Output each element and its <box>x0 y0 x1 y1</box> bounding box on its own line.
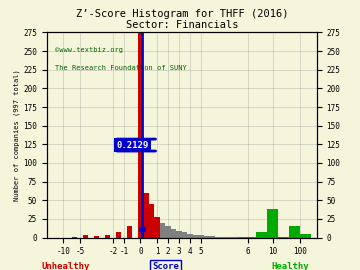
Bar <box>127 227 132 238</box>
Bar <box>176 231 182 238</box>
Bar <box>94 236 99 238</box>
Bar <box>220 237 226 238</box>
Bar <box>231 237 237 238</box>
Text: ©www.textbiz.org: ©www.textbiz.org <box>55 47 123 53</box>
Bar <box>187 234 193 238</box>
Bar <box>138 32 143 238</box>
Bar <box>278 237 289 238</box>
Bar <box>210 236 215 238</box>
Bar <box>149 204 154 238</box>
Bar <box>215 237 220 238</box>
Bar <box>165 227 171 238</box>
Text: Healthy: Healthy <box>271 262 309 270</box>
Title: Z’-Score Histogram for THFF (2016)
Sector: Financials: Z’-Score Histogram for THFF (2016) Secto… <box>76 9 288 30</box>
Bar <box>226 237 231 238</box>
Y-axis label: Number of companies (997 total): Number of companies (997 total) <box>14 69 21 201</box>
Bar <box>204 236 210 238</box>
Bar <box>256 232 267 238</box>
Text: Score: Score <box>152 262 179 270</box>
Bar <box>105 235 110 238</box>
Text: Unhealthy: Unhealthy <box>41 262 90 270</box>
Bar <box>182 232 187 238</box>
Bar <box>242 237 248 238</box>
Bar <box>237 237 242 238</box>
Bar <box>248 237 253 238</box>
Bar <box>116 232 121 238</box>
Bar <box>171 229 176 238</box>
Bar <box>82 235 88 238</box>
Bar <box>160 223 165 238</box>
Bar <box>289 227 300 238</box>
Bar <box>198 235 204 238</box>
Bar <box>193 235 198 238</box>
Bar <box>72 237 77 238</box>
Bar <box>154 217 160 238</box>
Bar <box>253 237 259 238</box>
Bar <box>267 209 278 238</box>
Text: 0.2129: 0.2129 <box>116 141 149 150</box>
Text: The Research Foundation of SUNY: The Research Foundation of SUNY <box>55 65 186 71</box>
Bar <box>300 234 311 238</box>
Bar <box>143 193 149 238</box>
